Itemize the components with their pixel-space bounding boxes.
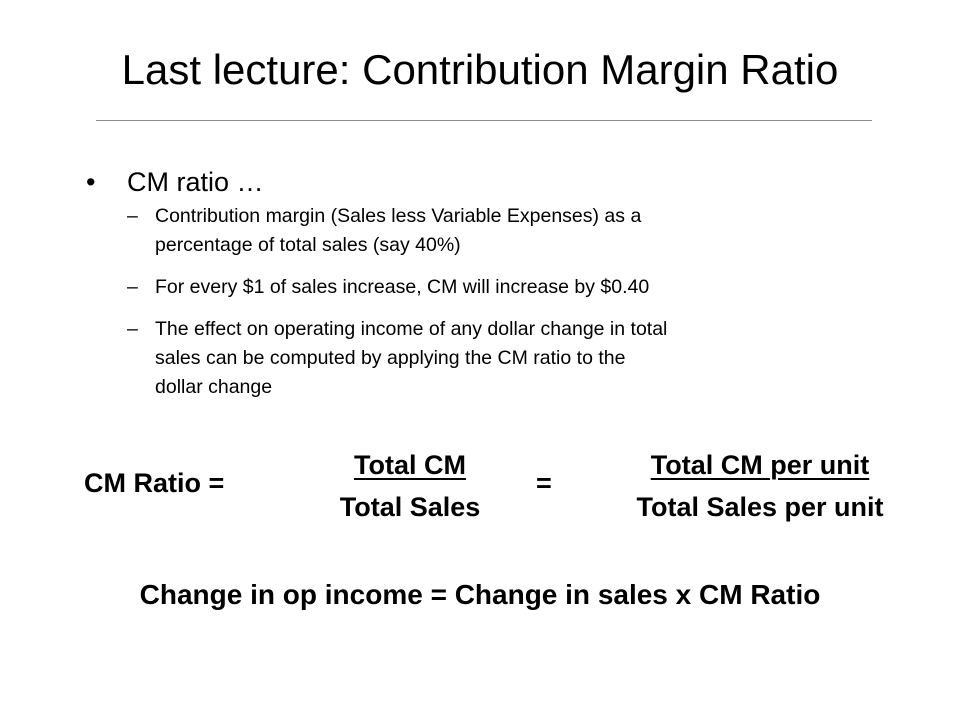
sub-bullet-3: – The effect on operating income of any … bbox=[127, 315, 857, 402]
sub-bullet-2: – For every $1 of sales increase, CM wil… bbox=[127, 273, 857, 302]
title-divider bbox=[96, 120, 872, 121]
fraction-per-unit-numerator: Total CM per unit bbox=[650, 450, 870, 480]
change-in-op-income-formula: Change in op income = Change in sales x … bbox=[139, 579, 821, 610]
dash-icon: – bbox=[127, 276, 138, 298]
sub-bullet-3-line-2: sales can be computed by applying the CM… bbox=[155, 347, 626, 369]
slide-title: Last lecture: Contribution Margin Ratio bbox=[121, 46, 839, 93]
cm-ratio-label: CM Ratio = bbox=[84, 468, 225, 498]
dash-icon: – bbox=[127, 318, 138, 340]
sub-bullet-3-line-1: The effect on operating income of any do… bbox=[155, 318, 668, 340]
dash-icon: – bbox=[127, 205, 138, 227]
sub-bullet-list: – Contribution margin (Sales less Variab… bbox=[127, 202, 857, 415]
main-bullet-text: CM ratio … bbox=[127, 167, 264, 197]
sub-bullet-1-line-1: Contribution margin (Sales less Variable… bbox=[155, 205, 642, 227]
sub-bullet-2-line-1: For every $1 of sales increase, CM will … bbox=[155, 276, 650, 298]
fraction-total-numerator: Total CM bbox=[354, 450, 466, 480]
sub-bullet-1: – Contribution margin (Sales less Variab… bbox=[127, 202, 857, 260]
bullet-dot-icon: • bbox=[86, 167, 96, 197]
main-bullet: • CM ratio … bbox=[86, 160, 264, 204]
equals-sign: = bbox=[536, 468, 552, 498]
sub-bullet-3-line-3: dollar change bbox=[155, 376, 273, 398]
fraction-total-denominator: Total Sales bbox=[339, 492, 481, 522]
fraction-per-unit-denominator: Total Sales per unit bbox=[636, 492, 884, 522]
sub-bullet-1-line-2: percentage of total sales (say 40%) bbox=[155, 234, 461, 256]
fraction-per-unit: Total CM per unit Total Sales per unit bbox=[598, 447, 922, 525]
fraction-total: Total CM Total Sales bbox=[318, 447, 502, 525]
